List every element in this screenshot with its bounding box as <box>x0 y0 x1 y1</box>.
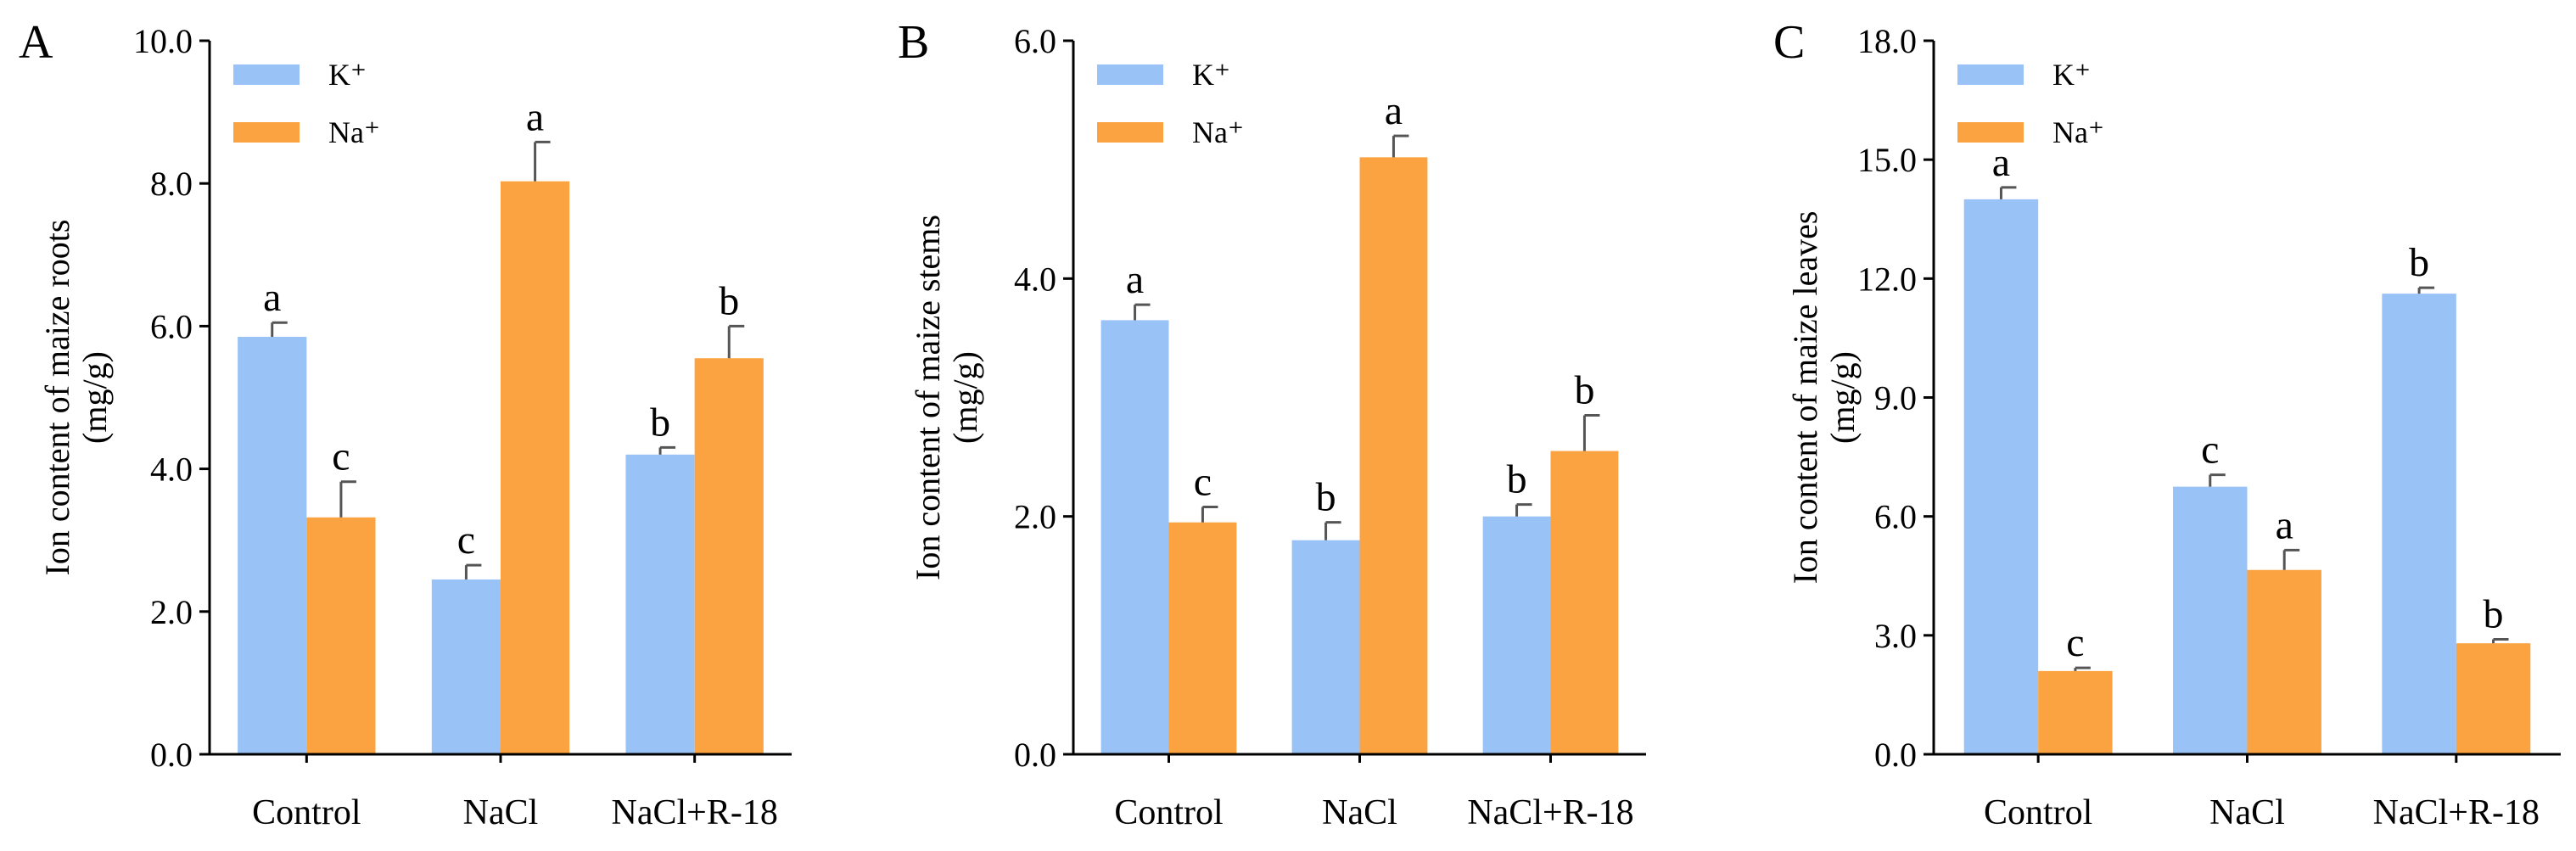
significance-letter: b <box>1574 368 1594 413</box>
significance-letter: b <box>2409 240 2429 285</box>
legend-swatch-na <box>1097 122 1163 143</box>
bar-na-0 <box>306 517 376 754</box>
significance-letter: c <box>2066 620 2084 665</box>
y-tick-label: 10.0 <box>133 22 193 60</box>
bar-k-2 <box>625 454 695 754</box>
x-tick-label: Control <box>1114 793 1223 832</box>
significance-letter: a <box>263 275 281 320</box>
x-tick-label: NaCl+R-18 <box>2373 793 2540 832</box>
y-axis-title: Ion content of maize roots <box>38 220 76 576</box>
legend-label-k: K⁺ <box>328 58 367 92</box>
bar-na-2 <box>694 358 764 754</box>
y-tick-label: 4.0 <box>1014 260 1056 298</box>
significance-letter: b <box>1507 457 1527 502</box>
y-tick-label: 15.0 <box>1857 141 1917 179</box>
panel-letter: C <box>1773 16 1805 69</box>
legend-swatch-na <box>1957 122 2024 143</box>
legend-label-na: Na⁺ <box>328 115 380 149</box>
bar-k-2 <box>2382 294 2456 754</box>
y-axis-unit: (mg/g) <box>946 351 984 444</box>
y-axis-title: Ion content of maize stems <box>909 215 947 580</box>
significance-letter: b <box>719 278 739 323</box>
y-tick-label: 18.0 <box>1857 22 1917 60</box>
bar-k-0 <box>238 337 307 754</box>
x-tick-label: NaCl+R-18 <box>1467 793 1633 832</box>
y-tick-label: 6.0 <box>1874 498 1917 536</box>
x-tick-label: NaCl <box>1322 793 1397 832</box>
significance-letter: a <box>2276 502 2293 547</box>
legend-swatch-k <box>1957 64 2024 85</box>
significance-letter: b <box>1316 475 1336 520</box>
significance-letter: b <box>2484 592 2504 637</box>
significance-letter: c <box>457 518 475 563</box>
x-tick-label: NaCl <box>2209 793 2285 832</box>
legend-label-k: K⁺ <box>2052 58 2091 92</box>
y-tick-label: 3.0 <box>1874 617 1917 655</box>
significance-letter: a <box>1126 257 1144 302</box>
bar-k-1 <box>431 579 501 754</box>
y-tick-label: 0.0 <box>150 736 193 774</box>
legend-swatch-na <box>233 122 300 143</box>
y-tick-label: 9.0 <box>1874 379 1917 417</box>
y-axis-unit: (mg/g) <box>76 351 114 444</box>
significance-letter: c <box>332 434 350 479</box>
y-tick-label: 2.0 <box>1014 498 1056 536</box>
x-tick-label: Control <box>252 793 361 832</box>
y-tick-label: 6.0 <box>150 307 193 345</box>
bar-na-2 <box>1550 451 1619 754</box>
y-axis-unit: (mg/g) <box>1823 351 1862 444</box>
bar-na-1 <box>2247 569 2321 754</box>
legend-swatch-k <box>233 64 300 85</box>
significance-letter: c <box>1194 459 1212 504</box>
bar-k-1 <box>2173 486 2248 754</box>
x-tick-label: Control <box>1984 793 2092 832</box>
bar-k-0 <box>1963 199 2039 754</box>
panel-letter: A <box>19 16 53 69</box>
significance-letter: a <box>526 94 544 139</box>
y-tick-label: 0.0 <box>1014 736 1056 774</box>
significance-letter: a <box>1992 140 2010 185</box>
legend-label-na: Na⁺ <box>2052 115 2104 149</box>
bar-na-0 <box>1168 522 1237 754</box>
y-axis-title: Ion content of maize leaves <box>1786 211 1824 585</box>
x-tick-label: NaCl+R-18 <box>611 793 777 832</box>
significance-letter: a <box>1385 88 1403 133</box>
y-tick-label: 8.0 <box>150 165 193 203</box>
bar-na-0 <box>2038 670 2113 754</box>
bar-na-1 <box>501 181 570 754</box>
significance-letter: c <box>2201 428 2219 473</box>
legend-label-k: K⁺ <box>1192 58 1230 92</box>
legend-swatch-k <box>1097 64 1163 85</box>
y-tick-label: 2.0 <box>150 593 193 631</box>
significance-letter: b <box>650 400 670 445</box>
bar-k-0 <box>1100 320 1169 754</box>
legend-label-na: Na⁺ <box>1192 115 1244 149</box>
y-tick-label: 4.0 <box>150 451 193 489</box>
y-tick-label: 12.0 <box>1857 260 1917 298</box>
bar-na-2 <box>2456 643 2531 754</box>
bar-k-2 <box>1482 516 1551 754</box>
x-tick-label: NaCl <box>463 793 539 832</box>
bar-na-1 <box>1359 157 1428 754</box>
y-tick-label: 0.0 <box>1874 736 1917 774</box>
bar-k-1 <box>1291 540 1360 754</box>
panel-letter: B <box>898 16 929 69</box>
y-tick-label: 6.0 <box>1014 22 1056 60</box>
